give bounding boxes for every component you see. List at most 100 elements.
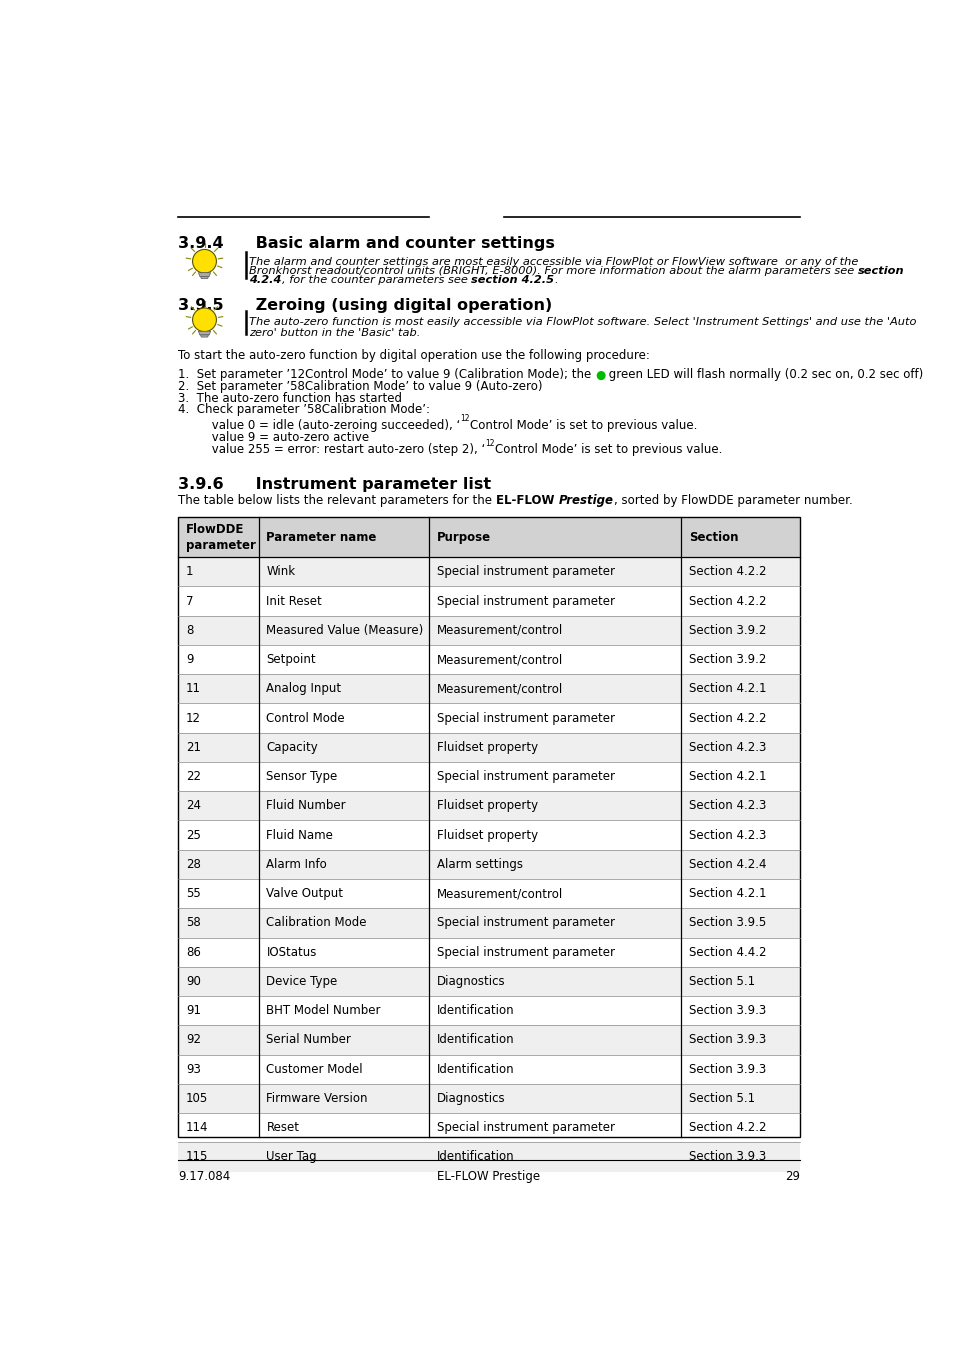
Bar bbox=[178, 704, 799, 732]
Text: Bronkhorst readout/control units (BRIGHT, E-8000). For more information about th: Bronkhorst readout/control units (BRIGHT… bbox=[249, 266, 858, 276]
Text: zero' button in the 'Basic' tab.: zero' button in the 'Basic' tab. bbox=[249, 328, 420, 338]
Circle shape bbox=[193, 308, 216, 332]
Text: User Tag: User Tag bbox=[266, 1151, 316, 1163]
Text: Measurement/control: Measurement/control bbox=[436, 682, 562, 696]
Text: Section 5.1: Section 5.1 bbox=[688, 975, 754, 988]
Text: 24: 24 bbox=[186, 800, 201, 812]
Text: Init Reset: Init Reset bbox=[266, 594, 322, 608]
Text: 90: 90 bbox=[186, 975, 200, 988]
Bar bbox=[178, 1143, 799, 1171]
Text: Purpose: Purpose bbox=[436, 531, 491, 543]
Text: green LED will flash normally (0.2 sec on, 0.2 sec off): green LED will flash normally (0.2 sec o… bbox=[605, 369, 923, 381]
Text: Identification: Identification bbox=[436, 1004, 514, 1017]
Text: Fluidset property: Fluidset property bbox=[436, 828, 537, 842]
Text: Special instrument parameter: Special instrument parameter bbox=[436, 770, 615, 784]
Text: 25: 25 bbox=[186, 828, 200, 842]
Bar bbox=[178, 517, 799, 1138]
Text: section: section bbox=[858, 266, 904, 276]
Text: 114: 114 bbox=[186, 1121, 208, 1135]
Text: Analog Input: Analog Input bbox=[266, 682, 341, 696]
Text: ●: ● bbox=[595, 369, 605, 381]
Polygon shape bbox=[200, 335, 208, 336]
Text: Special instrument parameter: Special instrument parameter bbox=[436, 946, 615, 959]
Polygon shape bbox=[198, 331, 211, 335]
Text: 9: 9 bbox=[186, 653, 193, 666]
Text: Prestige: Prestige bbox=[558, 494, 613, 507]
Text: Section 3.9.3: Section 3.9.3 bbox=[688, 1151, 765, 1163]
Text: Special instrument parameter: Special instrument parameter bbox=[436, 916, 615, 929]
Text: 12: 12 bbox=[460, 413, 470, 423]
Text: Section 3.9.3: Section 3.9.3 bbox=[688, 1004, 765, 1017]
Text: 9.17.084: 9.17.084 bbox=[178, 1170, 231, 1183]
Text: Section 4.2.3: Section 4.2.3 bbox=[688, 740, 765, 754]
Bar bbox=[178, 967, 799, 996]
Text: Section 4.2.3: Section 4.2.3 bbox=[688, 828, 765, 842]
Text: 4.  Check parameter ’58Calibration Mode’:: 4. Check parameter ’58Calibration Mode’: bbox=[178, 403, 430, 416]
Text: Firmware Version: Firmware Version bbox=[266, 1092, 368, 1105]
Text: Section 4.2.2: Section 4.2.2 bbox=[688, 594, 765, 608]
Text: 8: 8 bbox=[186, 624, 193, 636]
Text: EL-FLOW Prestige: EL-FLOW Prestige bbox=[436, 1170, 540, 1183]
Text: Control Mode: Control Mode bbox=[266, 712, 345, 724]
Text: Sensor Type: Sensor Type bbox=[266, 770, 337, 784]
Bar bbox=[178, 996, 799, 1025]
Text: Special instrument parameter: Special instrument parameter bbox=[436, 712, 615, 724]
Text: Identification: Identification bbox=[436, 1151, 514, 1163]
Text: Section 3.9.3: Section 3.9.3 bbox=[688, 1034, 765, 1047]
Text: Fluidset property: Fluidset property bbox=[436, 740, 537, 754]
Text: IOStatus: IOStatus bbox=[266, 946, 316, 959]
Polygon shape bbox=[200, 277, 208, 278]
Text: Alarm Info: Alarm Info bbox=[266, 858, 327, 871]
Text: Section 4.2.2: Section 4.2.2 bbox=[688, 712, 765, 724]
Text: , sorted by FlowDDE parameter number.: , sorted by FlowDDE parameter number. bbox=[613, 494, 851, 507]
Text: Section 4.2.4: Section 4.2.4 bbox=[688, 858, 765, 871]
Bar bbox=[178, 880, 799, 908]
Text: Control Mode’ is set to previous value.: Control Mode’ is set to previous value. bbox=[470, 419, 697, 431]
Text: BHT Model Number: BHT Model Number bbox=[266, 1004, 380, 1017]
Bar bbox=[178, 1084, 799, 1113]
Text: Special instrument parameter: Special instrument parameter bbox=[436, 594, 615, 608]
Text: Diagnostics: Diagnostics bbox=[436, 1092, 505, 1105]
Text: 55: 55 bbox=[186, 888, 200, 900]
Bar bbox=[178, 557, 799, 586]
Bar bbox=[178, 586, 799, 616]
Text: 92: 92 bbox=[186, 1034, 201, 1047]
Text: 86: 86 bbox=[186, 946, 200, 959]
Text: Valve Output: Valve Output bbox=[266, 888, 343, 900]
Text: Customer Model: Customer Model bbox=[266, 1063, 363, 1075]
Text: Capacity: Capacity bbox=[266, 740, 318, 754]
Text: Section 4.4.2: Section 4.4.2 bbox=[688, 946, 765, 959]
Text: Special instrument parameter: Special instrument parameter bbox=[436, 565, 615, 578]
Text: value 0 = idle (auto-zeroing succeeded), ‘: value 0 = idle (auto-zeroing succeeded),… bbox=[178, 419, 460, 431]
Text: Alarm settings: Alarm settings bbox=[436, 858, 522, 871]
Text: 3.  The auto-zero function has started: 3. The auto-zero function has started bbox=[178, 392, 402, 404]
Text: Parameter name: Parameter name bbox=[266, 531, 376, 543]
Text: 4.2.4: 4.2.4 bbox=[249, 276, 281, 285]
Text: 22: 22 bbox=[186, 770, 201, 784]
Bar bbox=[178, 1055, 799, 1084]
Text: EL-FLOW: EL-FLOW bbox=[496, 494, 558, 507]
Text: 12: 12 bbox=[485, 439, 495, 447]
Bar bbox=[178, 792, 799, 820]
Text: Measured Value (Measure): Measured Value (Measure) bbox=[266, 624, 423, 636]
Bar bbox=[178, 644, 799, 674]
Text: 12: 12 bbox=[460, 419, 470, 427]
Text: 3.9.5  Zeroing (using digital operation): 3.9.5 Zeroing (using digital operation) bbox=[178, 297, 552, 312]
Text: Measurement/control: Measurement/control bbox=[436, 624, 562, 636]
Text: Calibration Mode: Calibration Mode bbox=[266, 916, 367, 929]
Text: 28: 28 bbox=[186, 858, 200, 871]
Text: value 255 = error: restart auto-zero (step 2), ‘: value 255 = error: restart auto-zero (st… bbox=[178, 443, 485, 457]
Text: 3.9.6  Instrument parameter list: 3.9.6 Instrument parameter list bbox=[178, 477, 491, 492]
Bar bbox=[178, 616, 799, 644]
Text: , for the counter parameters see: , for the counter parameters see bbox=[281, 276, 471, 285]
Text: 1.  Set parameter ’12Control Mode’ to value 9 (Calibration Mode); the: 1. Set parameter ’12Control Mode’ to val… bbox=[178, 369, 595, 381]
Bar bbox=[178, 908, 799, 938]
Circle shape bbox=[193, 250, 216, 273]
Text: Section 3.9.5: Section 3.9.5 bbox=[688, 916, 765, 929]
Polygon shape bbox=[198, 273, 211, 277]
Text: 11: 11 bbox=[186, 682, 201, 696]
Text: 12: 12 bbox=[186, 712, 201, 724]
Text: 12: 12 bbox=[485, 443, 495, 453]
Text: Bronkhorst readout/control units (BRIGHT, E-8000). For more information about th: Bronkhorst readout/control units (BRIGHT… bbox=[249, 266, 858, 276]
Text: Section 3.9.2: Section 3.9.2 bbox=[688, 653, 765, 666]
